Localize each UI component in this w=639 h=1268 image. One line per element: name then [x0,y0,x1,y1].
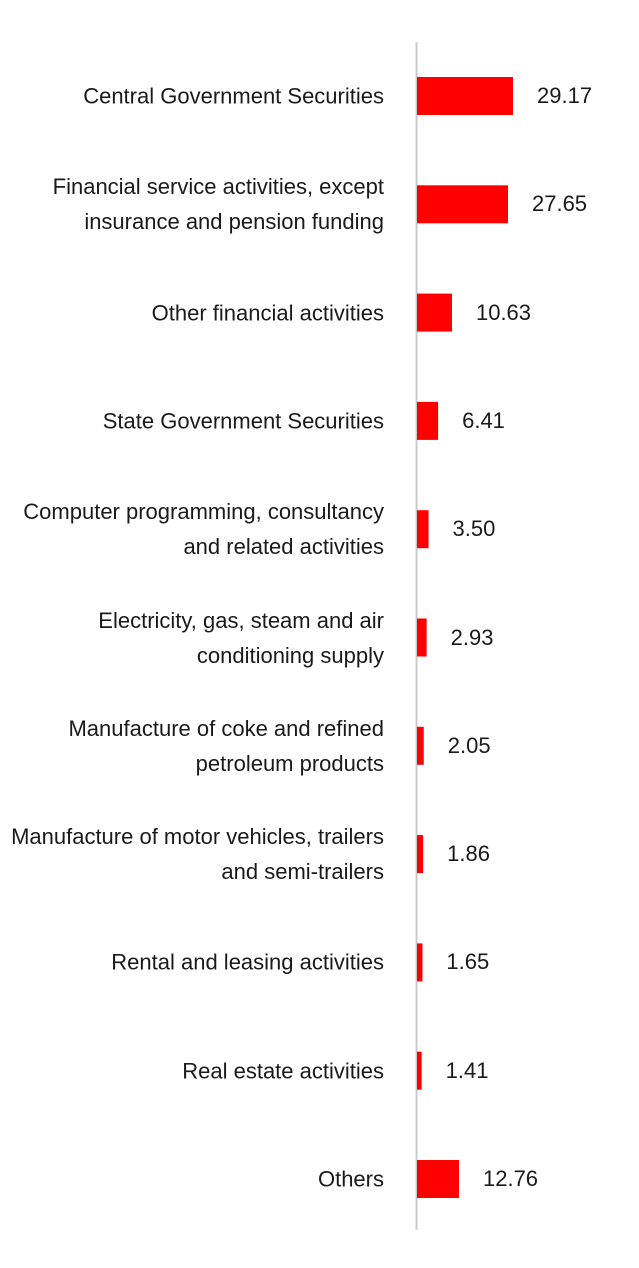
bar [417,401,439,440]
category-label: Manufacture of motor vehicles, trailers … [11,824,384,885]
bar [417,726,424,765]
bars-group [417,77,513,1198]
bar [417,1160,459,1198]
value-label: 1.86 [447,841,490,867]
value-label: 2.93 [450,624,494,650]
value-label: 2.05 [447,732,491,758]
bar [417,77,513,115]
category-label: Rental and leasing activities [111,949,384,975]
bar [417,943,423,982]
category-label: Financial service activities, except ins… [52,174,384,235]
category-label: State Government Securities [102,408,384,434]
value-label: 27.65 [531,191,588,217]
category-label: Manufacture of coke and refined petroleu… [68,715,384,776]
bar [417,185,508,224]
bar [417,293,452,332]
value-label: 12.76 [482,1166,539,1191]
category-label: Real estate activities [182,1058,384,1084]
bar [417,1051,422,1090]
bar [417,835,424,874]
bar [417,618,427,657]
category-label: Computer programming, consultancy and re… [23,499,384,560]
category-label: Central Government Securities [83,83,384,109]
value-label: 1.41 [445,1057,489,1083]
category-label: Others [317,1166,384,1192]
category-label: Other financial activities [151,300,384,326]
bar [417,510,429,549]
value-label: 10.63 [475,299,532,325]
value-label: 29.17 [537,83,593,108]
value-label: 3.50 [452,516,496,542]
value-label: 6.41 [462,407,505,433]
category-label: Electricity, gas, steam and air conditio… [98,607,384,668]
value-label: 1.65 [446,949,490,975]
